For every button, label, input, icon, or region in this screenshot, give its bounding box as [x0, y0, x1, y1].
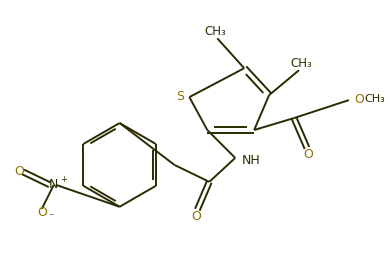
Text: S: S	[176, 90, 184, 103]
Text: CH₃: CH₃	[204, 25, 226, 38]
Text: O: O	[37, 206, 47, 219]
Text: +: +	[60, 175, 67, 184]
Text: O: O	[191, 210, 201, 223]
Text: O: O	[14, 165, 24, 178]
Text: CH₃: CH₃	[365, 94, 386, 104]
Text: NH: NH	[242, 154, 261, 168]
Text: O: O	[354, 93, 364, 106]
Text: CH₃: CH₃	[290, 57, 312, 70]
Text: O: O	[303, 148, 313, 161]
Text: N: N	[49, 178, 58, 191]
Text: ⁻: ⁻	[49, 213, 54, 223]
